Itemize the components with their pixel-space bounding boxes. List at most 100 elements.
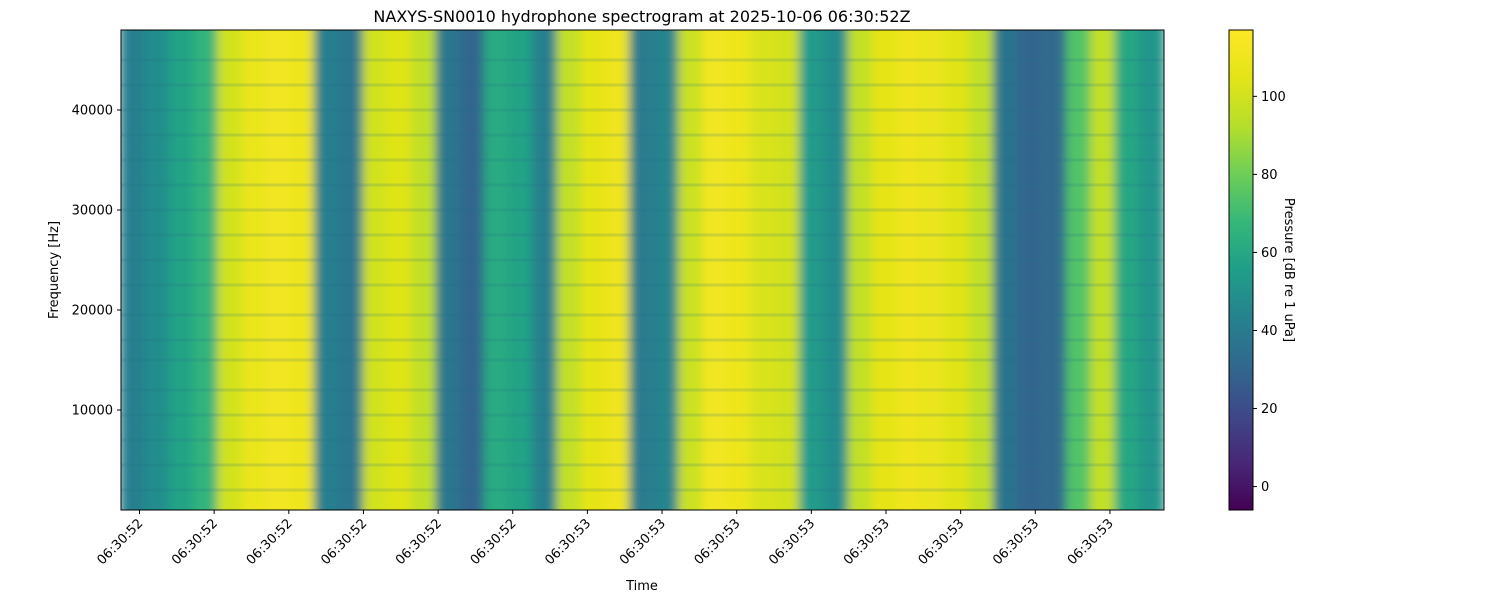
spectrogram-column	[556, 30, 583, 510]
spectral-band	[121, 488, 1164, 492]
spectrogram-column	[217, 30, 244, 510]
x-tick-label: 06:30:53	[990, 516, 1042, 568]
spectrogram-column	[774, 30, 802, 510]
spectrogram-column	[241, 30, 268, 510]
spectral-band	[121, 358, 1164, 362]
y-tick-label: 20000	[72, 304, 113, 319]
plot-frame	[120, 29, 1165, 511]
colorbar-gradient	[1229, 30, 1253, 510]
spectrogram-column	[605, 30, 632, 510]
spectral-band	[121, 338, 1164, 342]
spectrogram-column	[314, 30, 341, 510]
colorbar-frame	[1228, 29, 1254, 511]
x-axis-label: Time	[625, 579, 658, 594]
y-tick-label: 30000	[72, 204, 113, 219]
x-tick-label: 06:30:52	[318, 516, 370, 568]
spectrogram-column	[1138, 30, 1164, 510]
x-axis-ticks: 06:30:52 06:30:52 06:30:52 06:30:52 06:30:52…	[94, 510, 1117, 568]
spectral-bands	[121, 58, 1164, 492]
x-tick-label: 06:30:53	[841, 516, 893, 568]
spectral-band	[121, 233, 1164, 237]
spectrogram-column	[847, 30, 874, 510]
spectrogram-column	[823, 30, 850, 510]
x-tick-label: 06:30:53	[766, 516, 818, 568]
spectral-band	[121, 283, 1164, 287]
spectral-band	[121, 438, 1164, 442]
spectrogram-column	[629, 30, 656, 510]
spectral-band	[121, 208, 1164, 212]
colorbar-ticks: 0 20 40 60 80 100	[1253, 90, 1286, 495]
spectrogram-column	[411, 30, 438, 510]
spectrogram-column	[871, 30, 899, 510]
spectrogram-column	[944, 30, 971, 510]
x-tick-label: 06:30:52	[393, 516, 445, 568]
y-axis-ticks: 10000 20000 30000 40000	[72, 104, 121, 419]
spectrogram-column	[920, 30, 947, 510]
spectrogram-column	[1017, 30, 1044, 510]
spectrogram-column	[508, 30, 535, 510]
spectrogram-column	[121, 30, 147, 510]
spectral-band	[121, 83, 1164, 87]
spectrogram-column	[386, 30, 414, 510]
x-tick-label: 06:30:52	[169, 516, 221, 568]
spectrogram-column	[1090, 30, 1117, 510]
spectrogram-column	[532, 30, 559, 510]
spectrogram-column	[192, 30, 220, 510]
spectrogram-column	[726, 30, 753, 510]
spectral-band	[121, 258, 1164, 262]
spectral-band	[121, 183, 1164, 187]
colorbar-tick-label: 20	[1261, 402, 1278, 417]
spectrogram-column	[459, 30, 486, 510]
spectrogram-column	[338, 30, 365, 510]
spectral-band	[121, 58, 1164, 62]
spectral-band	[121, 463, 1164, 467]
x-tick-label: 06:30:53	[1065, 516, 1117, 568]
spectrogram-column	[1065, 30, 1093, 510]
spectrogram-column	[362, 30, 389, 510]
spectrogram-column	[750, 30, 777, 510]
spectral-band	[121, 388, 1164, 392]
spectrogram-column	[289, 30, 317, 510]
x-tick-label: 06:30:53	[916, 516, 968, 568]
colorbar-tick-label: 40	[1261, 324, 1278, 339]
x-tick-label: 06:30:53	[692, 516, 744, 568]
spectral-band	[121, 108, 1164, 112]
colorbar-tick-label: 100	[1261, 90, 1286, 105]
y-tick-label: 40000	[72, 104, 113, 119]
colorbar-label: Pressure [dB re 1 uPa]	[1281, 198, 1296, 342]
x-tick-label: 06:30:52	[94, 516, 146, 568]
x-tick-label: 06:30:53	[617, 516, 669, 568]
spectral-band	[121, 413, 1164, 417]
plot-area	[121, 30, 1164, 510]
spectrogram-column	[580, 30, 608, 510]
spectrogram-column	[435, 30, 462, 510]
spectrogram-column	[993, 30, 1020, 510]
colorbar-tick-label: 0	[1261, 480, 1269, 495]
y-tick-label: 10000	[72, 404, 113, 419]
spectral-band	[121, 158, 1164, 162]
spectral-band	[121, 313, 1164, 317]
spectrogram-column	[144, 30, 171, 510]
y-axis-label: Frequency [Hz]	[47, 221, 62, 319]
spectrogram-column	[799, 30, 826, 510]
x-tick-label: 06:30:52	[244, 516, 296, 568]
spectrogram-column	[677, 30, 705, 510]
spectrogram-column	[702, 30, 729, 510]
spectrogram-column	[896, 30, 923, 510]
colorbar-tick-label: 60	[1261, 246, 1278, 261]
chart-title: NAXYS-SN0010 hydrophone spectrogram at 2…	[373, 7, 910, 26]
x-tick-label: 06:30:52	[468, 516, 520, 568]
spectrogram-column	[168, 30, 195, 510]
spectrogram-column	[653, 30, 680, 510]
spectrogram-column	[968, 30, 996, 510]
spectrogram-column	[265, 30, 292, 510]
spectral-band	[121, 133, 1164, 137]
spectrogram-columns	[121, 30, 1164, 510]
x-tick-label: 06:30:53	[542, 516, 594, 568]
spectrogram-column	[1041, 30, 1068, 510]
colorbar: 0 20 40 60 80 100 Pressure [dB re 1 uPa]	[1228, 29, 1296, 511]
spectrogram-column	[483, 30, 511, 510]
spectrogram-column	[1114, 30, 1141, 510]
colorbar-tick-label: 80	[1261, 168, 1278, 183]
